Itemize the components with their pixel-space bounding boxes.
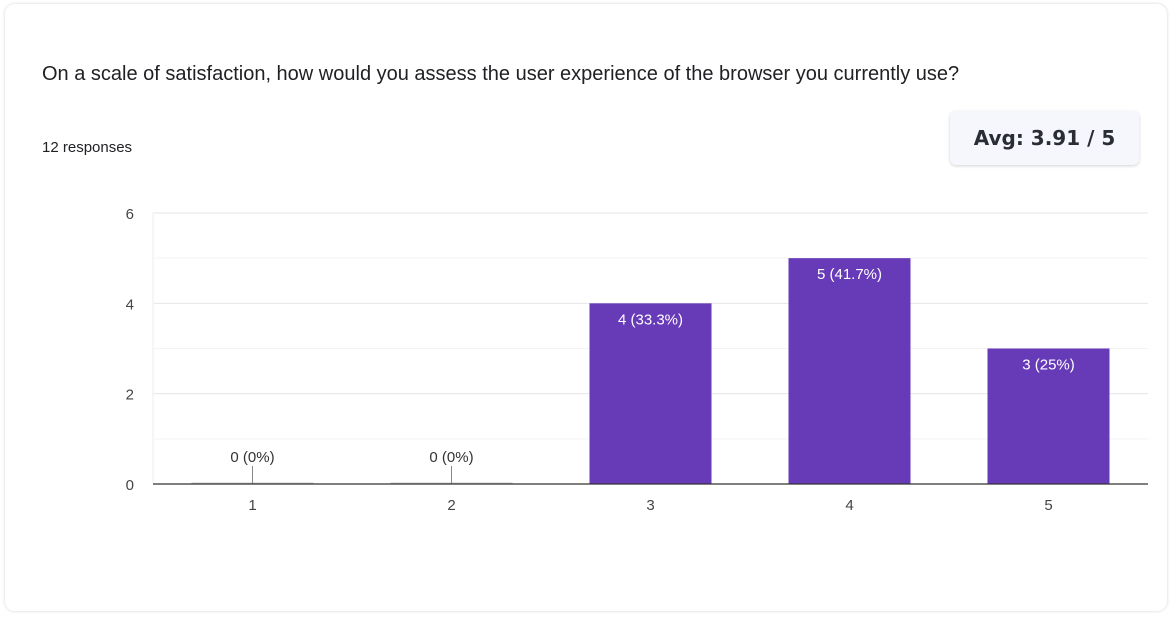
y-tick-label: 4 xyxy=(126,296,134,313)
y-tick-label: 6 xyxy=(126,206,134,223)
question-title: On a scale of satisfaction, how would yo… xyxy=(42,63,960,85)
bar xyxy=(589,303,712,484)
x-tick-label: 4 xyxy=(845,497,853,514)
bar xyxy=(987,348,1110,484)
data-label: 5 (41.7%) xyxy=(817,266,882,283)
y-tick-label: 2 xyxy=(126,387,134,404)
bar xyxy=(788,258,911,484)
y-tick-label: 0 xyxy=(126,477,134,494)
data-label: 3 (25%) xyxy=(1022,357,1075,374)
x-tick-label: 3 xyxy=(646,497,654,514)
x-tick-label: 2 xyxy=(447,497,455,514)
average-badge: Avg: 3.91 / 5 xyxy=(950,111,1139,165)
question-card xyxy=(5,4,1167,611)
response-count: 12 responses xyxy=(42,139,133,156)
x-tick-label: 5 xyxy=(1044,497,1052,514)
data-label: 0 (0%) xyxy=(429,449,473,466)
data-label: 4 (33.3%) xyxy=(618,311,683,328)
data-label: 0 (0%) xyxy=(230,449,274,466)
x-tick-label: 1 xyxy=(248,497,256,514)
